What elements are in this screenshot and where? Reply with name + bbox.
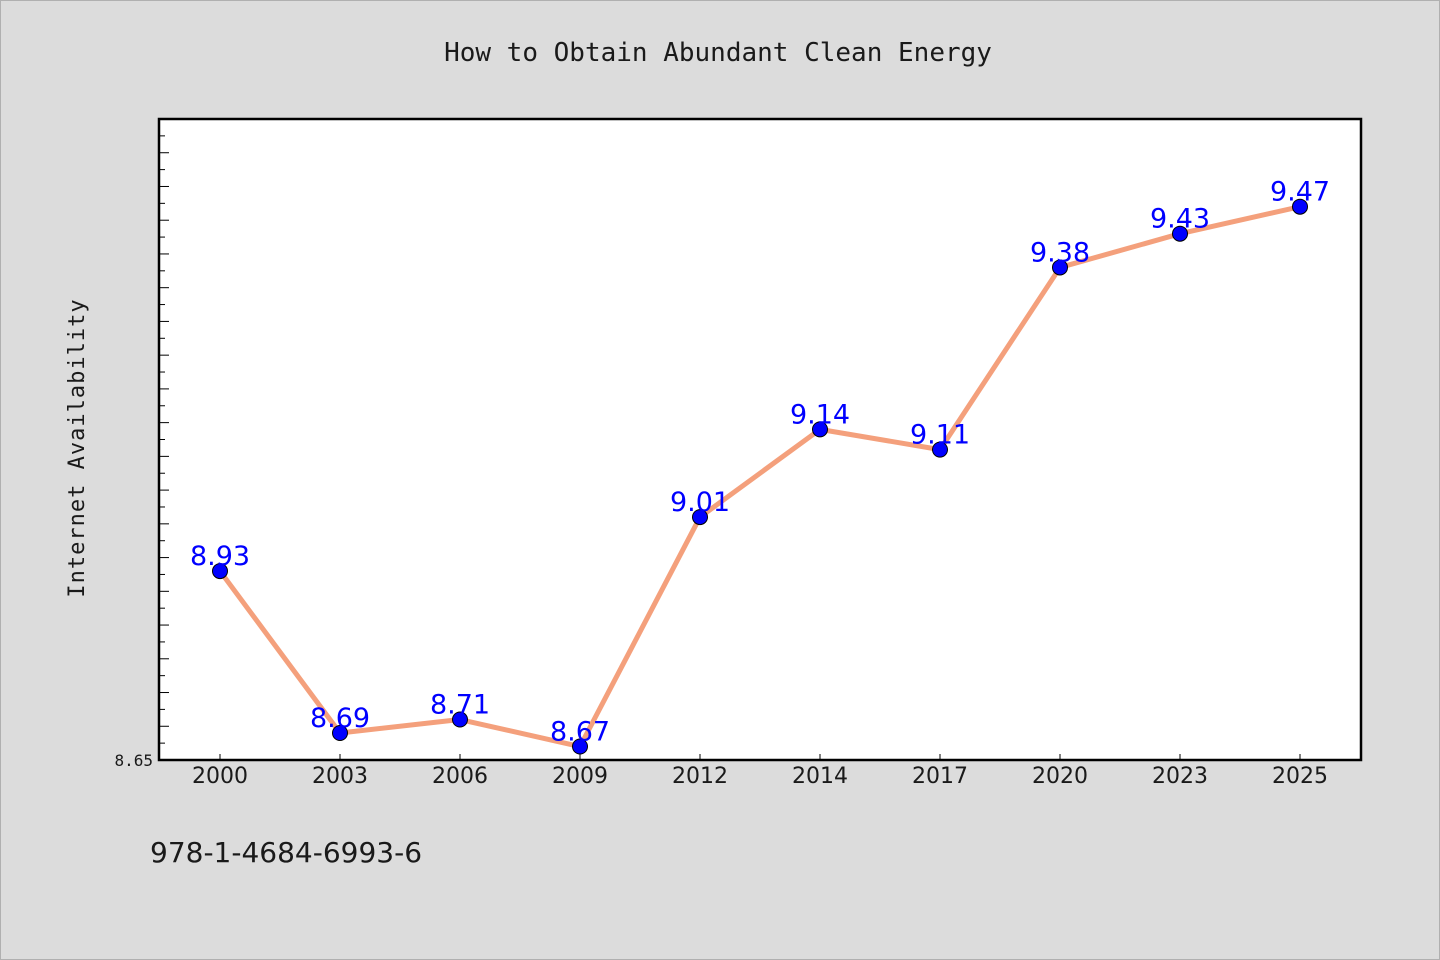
x-tick-label: 2009 (552, 764, 608, 789)
data-point (1052, 259, 1068, 276)
x-tick-label: 2006 (432, 764, 488, 789)
data-label: 9.38 (1030, 237, 1090, 268)
x-tick-label: 2000 (192, 764, 248, 789)
footnote: 978-1-4684-6993-6 (150, 836, 422, 869)
data-point (932, 441, 948, 458)
data-point (812, 421, 828, 438)
series-line (217, 204, 1301, 750)
data-label: 8.93 (190, 541, 250, 572)
data-label: 9.43 (1150, 204, 1210, 235)
data-point (1292, 198, 1308, 215)
data-labels: 8.93 8.69 8.71 8.67 9.01 9.14 9.11 9.38 9.43 9.47 (190, 177, 1330, 748)
x-tick-label: 2014 (792, 764, 848, 789)
plot-area (159, 119, 1361, 760)
y-tick-label: 8.65 (114, 751, 153, 770)
series-markers (212, 198, 1308, 755)
data-label: 9.11 (910, 420, 970, 451)
data-point (212, 563, 228, 580)
x-axis-ticks: 2000 2003 2006 2009 2012 2014 2017 2020 2023 2025 (192, 754, 1328, 789)
x-tick-label: 2017 (912, 764, 968, 789)
data-label: 9.01 (670, 487, 730, 518)
data-point (692, 509, 708, 526)
data-label: 8.69 (310, 703, 370, 734)
data-point (572, 738, 588, 755)
x-tick-label: 2023 (1152, 764, 1208, 789)
data-label: 8.71 (430, 690, 490, 721)
x-tick-label: 2003 (312, 764, 368, 789)
data-label: 8.67 (550, 717, 610, 748)
data-label: 9.47 (1270, 177, 1330, 208)
data-label: 9.14 (790, 399, 850, 430)
x-tick-label: 2012 (672, 764, 728, 789)
x-tick-label: 2025 (1272, 764, 1328, 789)
plot-frame (157, 117, 1363, 762)
chart-title: How to Obtain Abundant Clean Energy (444, 38, 992, 68)
x-tick-label: 2020 (1032, 764, 1088, 789)
data-point (452, 711, 468, 728)
y-axis-label: Internet Availability (65, 298, 90, 597)
data-point (332, 725, 348, 742)
data-point (1172, 225, 1188, 242)
